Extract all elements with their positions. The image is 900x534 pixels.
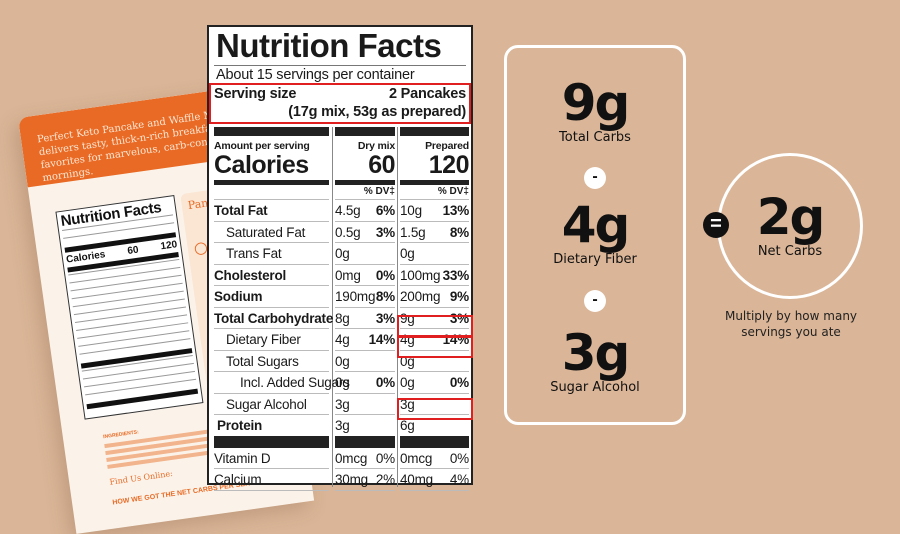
prepared-column: Prepared 120 % DV‡ 10g 13% 1.5g 8% 0g 100m… <box>400 127 470 491</box>
servings-note: Multiply by how many servings you ate <box>724 309 858 339</box>
equals-icon: = <box>703 212 729 238</box>
row-total-fat: Total Fat <box>214 200 329 222</box>
row-vitamin-d: Vitamin D <box>214 448 329 469</box>
nutrient-label-column: Amount per serving Calories Total Fat Sa… <box>214 127 350 491</box>
calories-label: Calories <box>214 151 309 179</box>
dry-mix-header: Dry mix <box>357 140 395 152</box>
row-total-carbohydrate: Total Carbohydrate <box>214 308 333 329</box>
dry-mix-calories: 60 <box>368 151 395 179</box>
nutrition-facts-label: Nutrition Facts About 15 servings per co… <box>207 25 473 491</box>
row-cholesterol: Cholesterol <box>214 265 329 286</box>
package-mini-nutrition-label: Nutrition Facts Calories 60 120 <box>55 195 204 420</box>
net-carbs-result: 2g Net Carbs <box>717 153 863 299</box>
highlight-total-carbs <box>397 315 473 337</box>
row-saturated-fat: Saturated Fat <box>214 222 329 243</box>
serving-size-highlight: Serving size 2 Pancakes (17g mix, 53g as… <box>209 83 471 124</box>
row-dietary-fiber: Dietary Fiber <box>214 329 329 351</box>
nutrition-facts-title: Nutrition Facts <box>214 27 466 66</box>
row-added-sugars: Incl. Added Sugars <box>214 372 350 394</box>
row-total-sugars: Total Sugars <box>214 351 329 372</box>
highlight-dietary-fiber <box>397 336 473 358</box>
amount-per-serving: Amount per serving <box>214 140 310 152</box>
dry-mix-column: Dry mix 60 % DV‡ 4.5g 6% 0.5g 3% 0g 0mg 0% … <box>335 127 396 491</box>
total-carbs-term: 9g Total Carbs <box>559 74 631 145</box>
minus-icon: - <box>584 290 606 312</box>
highlight-sugar-alcohol <box>397 398 473 420</box>
sugar-alcohol-term: 3g Sugar Alcohol <box>550 324 640 395</box>
serving-size-value: 2 Pancakes <box>388 86 466 102</box>
minus-icon: - <box>584 167 606 189</box>
row-sodium: Sodium <box>214 286 329 308</box>
row-protein: Protein <box>217 418 263 433</box>
prepared-header: Prepared <box>425 140 469 152</box>
serving-size-detail: (17g mix, 53g as prepared) <box>288 104 466 120</box>
dietary-fiber-term: 4g Dietary Fiber <box>553 196 637 267</box>
row-calcium: Calcium <box>214 469 329 491</box>
row-trans-fat: Trans Fat <box>214 243 329 265</box>
prepared-calories: 120 <box>428 151 470 179</box>
serving-size-label: Serving size <box>214 86 297 102</box>
servings-per-container: About 15 servings per container <box>216 67 415 83</box>
net-carbs-equation-panel: 9g Total Carbs - 4g Dietary Fiber - 3g S… <box>504 45 686 425</box>
row-sugar-alcohol: Sugar Alcohol <box>214 394 329 415</box>
